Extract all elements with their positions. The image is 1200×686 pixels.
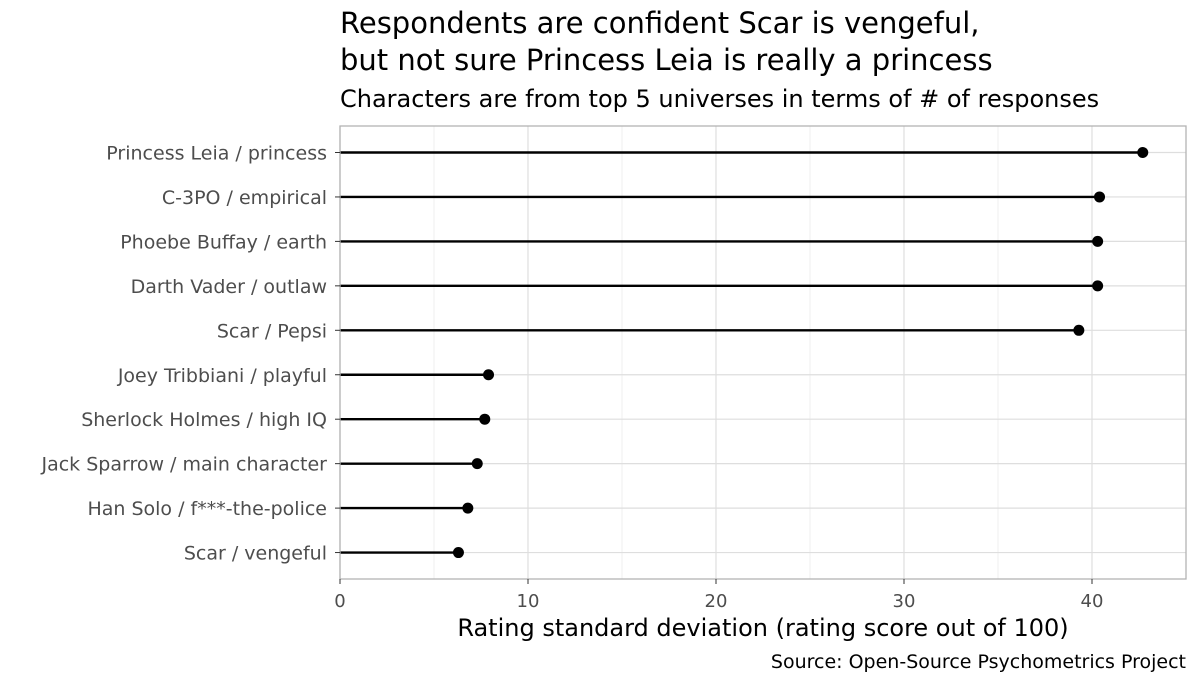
y-tick-label: Han Solo / f***-the-police — [87, 498, 327, 520]
x-tick-label: 10 — [517, 591, 540, 612]
y-axis-tick-labels: Princess Leia / princess C-3PO / empirica… — [40, 143, 340, 565]
y-tick-label: Sherlock Holmes / high IQ — [81, 409, 327, 431]
lollipop-point — [1094, 191, 1106, 203]
y-tick-label: Princess Leia / princess — [106, 143, 327, 165]
chart-caption: Source: Open-Source Psychometrics Projec… — [771, 651, 1186, 673]
y-tick-label: Phoebe Buffay / earth — [120, 231, 327, 253]
lollipop-marks — [340, 147, 1149, 559]
x-tick-label: 30 — [893, 591, 916, 612]
chart-title: Respondents are confident Scar is vengef… — [340, 6, 993, 77]
chart-title-line-1: Respondents are confident Scar is vengef… — [340, 6, 979, 40]
plot-panel-border — [339, 125, 1187, 580]
y-tick-label: Jack Sparrow / main character — [40, 454, 327, 476]
lollipop-point — [1073, 324, 1085, 336]
chart-title-line-2: but not sure Princess Leia is really a p… — [340, 43, 993, 77]
y-tick-label: Scar / vengeful — [184, 543, 327, 565]
chart-subtitle: Characters are from top 5 universes in t… — [340, 85, 1099, 113]
x-tick-label: 40 — [1081, 591, 1104, 612]
lollipop-point — [479, 413, 491, 425]
y-tick-label: Joey Tribbiani / playful — [117, 365, 327, 387]
lollipop-point — [1092, 280, 1104, 292]
x-axis-title: Rating standard deviation (rating score … — [457, 614, 1068, 642]
lollipop-point — [1137, 147, 1149, 158]
x-axis-tick-labels: 0 10 20 30 40 — [334, 579, 1103, 612]
y-tick-label: Darth Vader / outlaw — [131, 276, 327, 298]
lollipop-point — [471, 458, 483, 470]
x-tick-label: 0 — [334, 591, 345, 612]
lollipop-point — [483, 369, 495, 381]
x-tick-label: 20 — [705, 591, 728, 612]
lollipop-point — [462, 502, 474, 514]
lollipop-point — [452, 547, 464, 559]
y-tick-label: C-3PO / empirical — [162, 187, 327, 209]
lollipop-point — [1092, 235, 1104, 247]
y-tick-label: Scar / Pepsi — [217, 320, 327, 342]
